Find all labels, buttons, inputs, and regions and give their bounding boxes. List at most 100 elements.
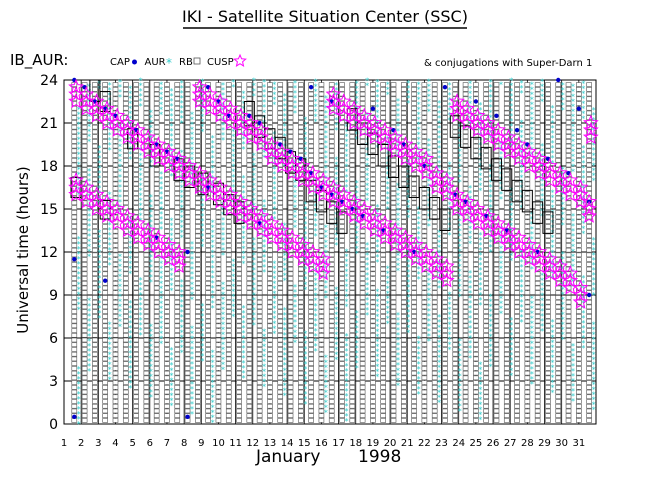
rb-square [81, 290, 88, 296]
rb-square [153, 318, 160, 324]
aur-star: * [97, 314, 101, 323]
rb-square [359, 347, 366, 352]
rb-square [71, 399, 78, 404]
rb-square [153, 224, 160, 229]
aur-star: * [118, 203, 122, 212]
aur-star: * [77, 290, 81, 299]
rb-square [133, 115, 139, 120]
rb-square [133, 299, 139, 305]
aur-star: * [108, 131, 112, 140]
aur-star: * [108, 345, 112, 354]
aur-star: * [128, 254, 132, 263]
rb-square [421, 120, 428, 125]
aur-star: * [149, 193, 153, 202]
aur-star: * [77, 280, 81, 289]
rb-square [81, 314, 88, 319]
rb-square [298, 295, 304, 300]
rb-square [514, 370, 520, 376]
rb-square [102, 356, 108, 362]
aur-star: * [108, 136, 112, 145]
aur-star: * [314, 77, 318, 86]
rb-square [133, 413, 139, 418]
aur-star: * [97, 304, 101, 313]
rb-square [81, 347, 88, 352]
rb-square [256, 280, 263, 286]
rb-square [71, 304, 78, 310]
aur-star: * [139, 206, 143, 215]
rb-square [359, 332, 366, 338]
rb-square [195, 418, 201, 423]
aur-star: * [139, 316, 143, 325]
aur-star: * [169, 216, 173, 225]
rb-square [308, 370, 314, 376]
rb-square [421, 238, 428, 243]
rb-square [359, 370, 366, 376]
rb-square [370, 271, 376, 277]
aur-star: * [118, 297, 122, 306]
rb-square [225, 91, 232, 97]
rb-square [195, 285, 201, 291]
rb-square [514, 219, 520, 225]
rb-square [143, 110, 150, 116]
aur-star: * [396, 181, 400, 190]
rb-square [308, 139, 314, 144]
rb-square [349, 375, 356, 381]
rb-square [503, 413, 510, 418]
aur-star: * [97, 289, 101, 298]
rb-square [143, 262, 150, 267]
aur-star: * [77, 285, 81, 294]
rb-square [380, 403, 387, 409]
aur-star: * [139, 276, 143, 285]
rb-square [133, 101, 139, 106]
rb-square [195, 252, 201, 258]
rb-square [339, 314, 345, 319]
rb-square [431, 408, 438, 414]
rb-square [503, 172, 510, 177]
rb-square [153, 110, 160, 116]
rb-square [359, 323, 366, 329]
rb-square [246, 380, 253, 385]
rb-square [215, 153, 222, 158]
rb-square [102, 153, 108, 158]
aur-star: * [77, 300, 81, 309]
rb-square [143, 394, 150, 400]
rb-square [71, 351, 78, 357]
rb-square [514, 389, 520, 395]
rb-square [102, 375, 108, 381]
aur-star: * [499, 80, 503, 89]
rb-square [102, 385, 108, 390]
rb-square [143, 266, 150, 272]
rb-square [102, 186, 108, 191]
aur-star: * [139, 82, 143, 91]
rb-square [81, 243, 88, 248]
rb-square [122, 238, 129, 243]
rb-square [215, 418, 222, 423]
rb-square [195, 413, 201, 418]
aur-star: * [211, 219, 215, 228]
rb-square [442, 243, 448, 248]
aur-star: * [128, 239, 132, 248]
aur-star: * [118, 272, 122, 281]
rb-square [215, 389, 222, 395]
rb-square [153, 219, 160, 225]
rb-square [328, 408, 335, 414]
rb-square [514, 332, 520, 338]
rb-square [122, 153, 129, 158]
rb-square [81, 356, 88, 362]
rb-square [143, 162, 150, 168]
aur-star: * [509, 77, 513, 86]
aur-star: * [139, 77, 143, 86]
rb-square [390, 389, 397, 395]
rb-square [359, 342, 366, 348]
rb-square [370, 191, 376, 196]
rb-square [493, 375, 500, 381]
rb-square [143, 172, 150, 177]
aur-star: * [139, 161, 143, 170]
rb-square [267, 366, 273, 371]
aur-star: * [77, 115, 81, 124]
rb-square [339, 238, 345, 243]
rb-square [92, 418, 98, 423]
rb-square [71, 366, 78, 371]
rb-square [503, 181, 510, 187]
aur-star: * [252, 77, 256, 86]
